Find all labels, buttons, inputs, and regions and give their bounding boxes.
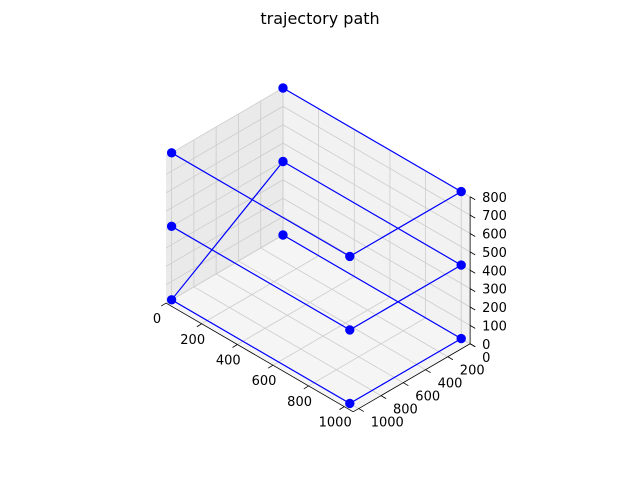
y-tick-mark [447, 356, 454, 361]
y-tick-label: 400 [438, 377, 463, 392]
x-axis-line [165, 302, 354, 413]
x-tick-mark [161, 302, 167, 307]
grid-line-floor-x [308, 317, 426, 387]
grid-line-left-z [165, 106, 284, 175]
trajectory-point [345, 251, 355, 262]
grid-line-back-z [282, 124, 471, 234]
trajectory-point [278, 156, 288, 167]
grid-line-left-z [165, 197, 284, 267]
trajectory-point [278, 230, 288, 240]
x-tick-label: 200 [180, 333, 205, 348]
z-tick-label: 200 [482, 301, 507, 316]
x-tick-label: 400 [216, 354, 241, 369]
grid-line-back-z [282, 106, 471, 216]
grid-line-back-z [282, 216, 471, 326]
grid-line-back-z [282, 179, 471, 290]
grid-line-left-z [165, 216, 284, 286]
z-tick-mark [469, 325, 476, 329]
z-tick-label: 700 [482, 209, 507, 224]
x-tick-label: 1000 [319, 416, 352, 431]
trajectory-point [166, 221, 177, 232]
grid-line-back-z [282, 142, 471, 253]
grid-line-floor-y [238, 260, 426, 371]
z-tick-mark [469, 343, 476, 348]
x-tick-label: 0 [153, 312, 161, 327]
z-tick-mark [469, 269, 476, 274]
grid-line-left-z [165, 87, 284, 157]
trajectory-point [345, 325, 355, 335]
grid-line-floor-y [215, 273, 404, 384]
grid-line-floor-x [272, 296, 391, 366]
x-tick-label: 600 [252, 374, 277, 389]
z-tick-label: 400 [482, 264, 507, 279]
grid-line-floor-y [260, 247, 449, 358]
z-tick-label: 600 [482, 228, 507, 243]
y-tick-label: 0 [482, 351, 490, 366]
z-tick-mark [469, 233, 476, 237]
x-tick-mark [196, 323, 202, 328]
grid-line-floor-y [193, 286, 382, 396]
z-tick-mark [469, 214, 476, 219]
trajectory-line-2 [171, 87, 463, 258]
grid-line-left-z [165, 142, 284, 212]
trajectory-line-1 [170, 160, 463, 405]
y-axis-line [352, 343, 471, 413]
z-tick-label: 800 [482, 191, 507, 206]
trajectory-point [456, 333, 466, 344]
z-tick-mark [469, 288, 476, 292]
grid-line-left-z [165, 234, 284, 304]
y-tick-mark [403, 382, 409, 387]
trajectory-point [278, 83, 288, 93]
floor-pane [166, 235, 471, 412]
y-tick-label: 200 [460, 364, 485, 379]
grid-line-back-z [282, 197, 471, 308]
z-tick-mark [469, 196, 476, 201]
x-tick-mark [339, 406, 345, 410]
grid-line-left-z [165, 161, 284, 230]
z-tick-mark [469, 306, 476, 311]
y-tick-label: 600 [415, 390, 440, 405]
z-tick-label: 100 [482, 319, 507, 334]
y-tick-mark [380, 395, 387, 399]
grid-line-left-z [165, 179, 284, 249]
y-tick-mark [358, 408, 365, 412]
x-tick-mark [267, 364, 274, 369]
z-tick-label: 0 [482, 338, 490, 353]
x-tick-label: 800 [287, 395, 312, 410]
trajectory-series [166, 83, 466, 409]
z-tick-mark [469, 251, 476, 256]
trajectory-point [166, 295, 177, 305]
z-tick-label: 300 [482, 283, 507, 298]
x-tick-mark [232, 344, 238, 348]
trajectory-point [345, 398, 355, 409]
trajectory-point [166, 148, 177, 158]
y-tick-mark [425, 369, 431, 374]
x-tick-mark [303, 385, 309, 390]
y-tick-label: 1000 [371, 416, 404, 431]
trajectory-point [456, 186, 466, 197]
grid-line-floor-x [201, 255, 319, 325]
grid-line-left-z [165, 124, 284, 194]
tick-labels: 0200400600800100002004006008001000010020… [153, 191, 507, 431]
grid-line-floor-x [237, 276, 355, 345]
y-tick-label: 800 [393, 403, 418, 418]
trajectory-point [456, 260, 466, 270]
chart-title: trajectory path [260, 9, 379, 28]
z-tick-label: 500 [482, 246, 507, 261]
